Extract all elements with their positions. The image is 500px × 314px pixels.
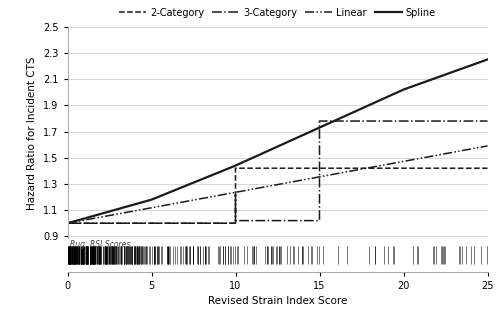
3-Category bbox=[316, 219, 322, 223]
3-Category bbox=[232, 219, 238, 223]
2-Category bbox=[64, 221, 70, 225]
Text: Rug: RSI Scores: Rug: RSI Scores bbox=[70, 240, 130, 249]
Spline bbox=[400, 88, 406, 91]
3-Category bbox=[232, 192, 238, 196]
Spline bbox=[484, 57, 490, 61]
X-axis label: Revised Strain Index Score: Revised Strain Index Score bbox=[208, 296, 347, 306]
3-Category bbox=[232, 221, 238, 225]
Y-axis label: Hazard Ratio for Incident CTS: Hazard Ratio for Incident CTS bbox=[28, 56, 38, 209]
3-Category bbox=[316, 119, 322, 123]
2-Category bbox=[484, 166, 490, 170]
2-Category bbox=[232, 166, 238, 170]
Spline bbox=[64, 221, 70, 225]
3-Category bbox=[64, 221, 70, 225]
Spline bbox=[148, 198, 154, 202]
Line: 2-Category: 2-Category bbox=[68, 168, 488, 223]
2-Category bbox=[232, 221, 238, 225]
Line: Spline: Spline bbox=[68, 59, 488, 223]
Spline bbox=[232, 164, 238, 167]
Spline bbox=[316, 126, 322, 129]
Line: 3-Category: 3-Category bbox=[68, 121, 488, 223]
Legend: 2-Category, 3-Category, Linear, Spline: 2-Category, 3-Category, Linear, Spline bbox=[116, 4, 440, 22]
3-Category bbox=[484, 119, 490, 123]
